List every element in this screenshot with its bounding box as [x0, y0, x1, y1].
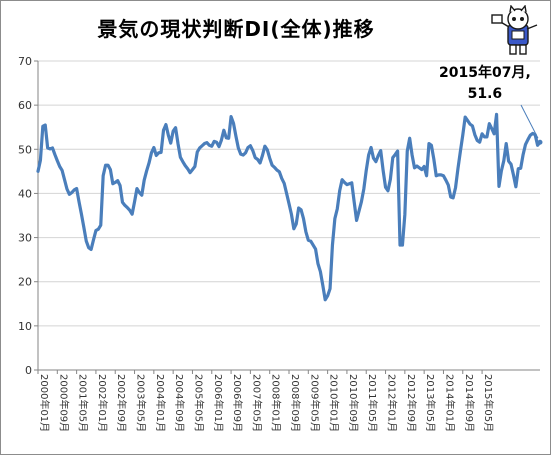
gridlines [38, 60, 540, 327]
x-tick-labels: 2000年01月 2000年09月 2001年05月 2002年01月 2002年09月… [38, 374, 495, 432]
x-tick-label: 2009年05月 [308, 374, 321, 432]
x-tick-label: 2005年05月 [192, 374, 205, 432]
x-tick-label: 2003年05月 [135, 374, 148, 432]
y-tick-label: 0 [25, 364, 32, 377]
x-tick-label: 2008年09月 [289, 374, 302, 432]
x-tick-label: 2015年05月 [482, 374, 495, 432]
y-tick-label: 60 [18, 99, 32, 112]
x-tick-label: 2010年01月 [328, 374, 341, 432]
x-tick-label: 2006年09月 [231, 374, 244, 432]
x-tick-label: 2000年09月 [57, 374, 70, 432]
y-tick-label: 30 [18, 232, 32, 245]
x-tick-label: 2004年01月 [154, 374, 167, 432]
x-tick-label: 2007年05月 [250, 374, 263, 432]
x-tick-label: 2008年01月 [270, 374, 283, 432]
series-layer [36, 104, 543, 302]
x-tick-label: 2000年01月 [38, 374, 51, 432]
x-tick-label: 2002年01月 [96, 374, 109, 432]
x-tick-label: 2011年05月 [366, 374, 379, 432]
x-tick-label: 2012年09月 [405, 374, 418, 432]
y-tick-labels: 0 10 20 30 40 50 60 70 [18, 55, 32, 377]
x-tick-label: 2002年09月 [115, 374, 128, 432]
annotation-leader-line [520, 104, 539, 139]
annotation-date: 2015年07月, [439, 65, 531, 81]
x-tick-label: 2010年09月 [347, 374, 360, 432]
last-point-annotation: 2015年07月, 51.6 [439, 63, 531, 105]
x-tick-label: 2013年05月 [424, 374, 437, 432]
axes [34, 60, 540, 374]
y-tick-label: 50 [18, 143, 32, 156]
y-tick-label: 40 [18, 187, 32, 200]
x-tick-label: 2012年01月 [386, 374, 399, 432]
x-tick-label: 2001年05月 [77, 374, 90, 432]
mascot-icon [491, 5, 538, 55]
x-tick-label: 2014年01月 [443, 374, 456, 432]
x-tick-label: 2004年09月 [173, 374, 186, 432]
annotation-value: 51.6 [467, 86, 503, 102]
chart-title: 景気の現状判断DI(全体)推移 [97, 17, 375, 41]
y-tick-label: 70 [18, 55, 32, 68]
x-tick-label: 2006年01月 [212, 374, 225, 432]
y-tick-label: 10 [18, 320, 32, 333]
last-data-point [537, 139, 543, 145]
y-tick-label: 20 [18, 276, 32, 289]
x-tick-label: 2014年09月 [463, 374, 476, 432]
series-line [36, 112, 542, 302]
